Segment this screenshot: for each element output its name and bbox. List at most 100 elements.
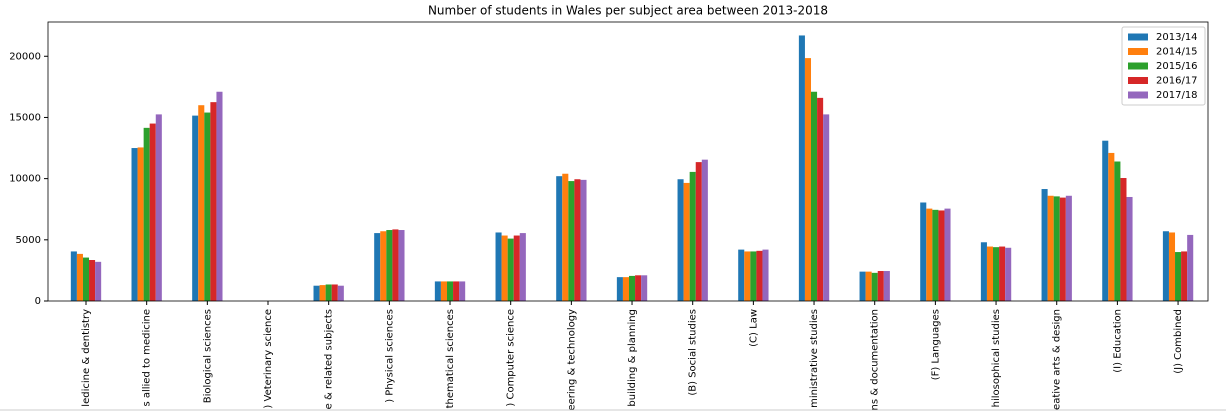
bar	[695, 162, 702, 301]
bar	[932, 209, 939, 301]
bar	[519, 233, 526, 301]
x-tick-label: ) Computer science	[506, 309, 517, 407]
legend-swatch	[1128, 91, 1148, 99]
bar	[823, 114, 830, 302]
bar	[501, 235, 508, 301]
bar	[750, 251, 757, 301]
bar	[556, 176, 563, 301]
bar	[216, 91, 223, 301]
bar	[744, 251, 751, 301]
x-tick-label: e & related subjects	[324, 309, 335, 409]
bar	[95, 261, 102, 301]
x-tick-label: Biological sciences	[202, 309, 213, 403]
bar	[883, 271, 890, 301]
bar	[738, 249, 745, 301]
bar	[1047, 195, 1054, 301]
bar	[453, 281, 460, 301]
legend-swatch	[1128, 48, 1148, 55]
bar	[398, 230, 405, 301]
bar	[1065, 195, 1072, 301]
x-tick-label: (B) Social studies	[688, 309, 699, 396]
bar	[89, 260, 96, 301]
bar	[143, 127, 150, 301]
bar	[319, 285, 326, 301]
bar	[392, 229, 399, 301]
bar	[920, 202, 927, 301]
bar	[871, 272, 878, 301]
bar	[440, 281, 447, 301]
bar	[198, 105, 205, 301]
y-tick-label: 0	[35, 296, 41, 307]
legend-swatch	[1128, 77, 1148, 84]
bar	[938, 210, 945, 301]
bar	[1114, 161, 1121, 301]
bar	[380, 231, 387, 301]
bar	[574, 179, 581, 301]
plot-frame	[47, 21, 1209, 302]
x-tick-label: s allied to medicine	[142, 309, 153, 407]
bar	[877, 271, 884, 301]
bar	[325, 284, 332, 301]
x-tick-label: ) Physical sciences	[384, 309, 395, 403]
bar	[76, 253, 83, 301]
bar	[622, 277, 629, 301]
bar	[580, 179, 587, 301]
bar	[616, 277, 623, 301]
bar	[811, 91, 818, 301]
bar	[1005, 247, 1012, 301]
bar	[1041, 189, 1048, 301]
bar	[1126, 196, 1133, 301]
bar	[434, 281, 441, 301]
bar	[1102, 140, 1109, 301]
x-tick-label: eative arts & design	[1052, 309, 1063, 410]
bar	[495, 232, 502, 301]
x-tick-label: ) Veterinary science	[263, 309, 274, 409]
legend-label: 2013/14	[1156, 32, 1198, 43]
bar	[804, 58, 812, 302]
x-tick-label: ledicine & dentistry	[81, 309, 92, 407]
bar	[374, 233, 381, 301]
legend-label: 2015/16	[1156, 61, 1198, 72]
bar	[386, 230, 393, 301]
x-tick-label: (C) Law	[748, 309, 759, 347]
bar	[926, 208, 933, 301]
bar	[859, 271, 866, 301]
x-tick-label: hilosophical studies	[991, 309, 1002, 407]
y-tick-label: 20000	[9, 51, 41, 62]
bar	[944, 208, 951, 301]
bar	[865, 271, 872, 301]
legend-box	[1121, 26, 1206, 106]
bar	[1059, 197, 1066, 301]
bar	[155, 114, 162, 302]
y-tick-label: 10000	[9, 174, 41, 185]
bar	[1162, 231, 1169, 301]
bar	[459, 281, 466, 301]
bar	[137, 147, 144, 301]
x-tick-label: (F) Languages	[930, 309, 941, 380]
bar	[337, 285, 344, 301]
bar	[817, 97, 824, 301]
y-tick-label: 5000	[16, 235, 41, 246]
bar	[446, 281, 454, 301]
x-tick-label: ministrative studies	[809, 309, 820, 408]
bar	[82, 257, 90, 301]
bar	[149, 123, 156, 301]
bar	[993, 247, 1000, 301]
bar	[131, 148, 138, 301]
bar	[507, 238, 514, 301]
bar	[70, 251, 77, 301]
bar	[798, 35, 805, 302]
bar	[641, 275, 648, 301]
bar	[628, 275, 636, 301]
bar	[210, 102, 217, 302]
x-tick-label: thematical sciences	[445, 309, 456, 408]
bar	[1120, 178, 1127, 301]
legend-label: 2014/15	[1156, 47, 1198, 58]
bar	[1181, 251, 1188, 301]
bar	[313, 285, 320, 301]
bar	[568, 181, 575, 301]
bar	[999, 246, 1006, 301]
y-tick-label: 15000	[9, 112, 41, 123]
